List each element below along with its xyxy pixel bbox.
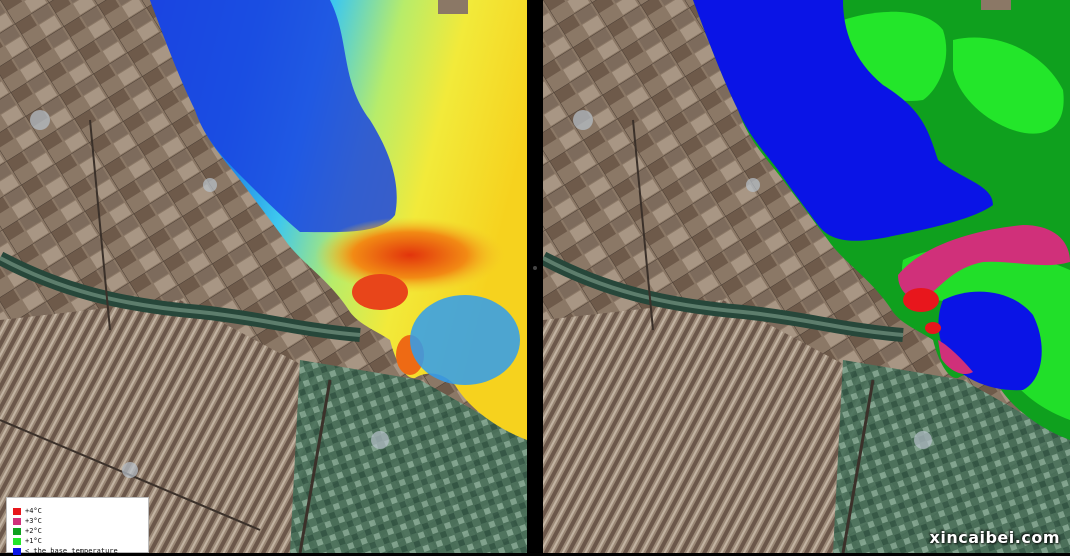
legend-box: +4°C +3°C +2°C +1°C < the base temperatu… [6,497,149,556]
classified-map-panel [543,0,1070,553]
village [30,110,50,130]
striped-fields [543,300,873,553]
legend-item: +3°C [13,517,148,526]
temperature-class-map [543,0,1070,553]
swatch-plus2 [13,528,21,535]
legend-label-plus1: +1°C [25,537,42,545]
zone-below-base [693,0,993,241]
thermal-gradient-map [0,0,527,553]
watermark: xincaibei.com [929,528,1060,547]
panel-divider [527,0,543,553]
swatch-plus3 [13,518,21,525]
legend-item: +2°C [13,527,148,536]
vegetation-area [833,360,1070,553]
cool-water-patch [410,295,520,385]
map-legend: +4°C +3°C +2°C +1°C < the base temperatu… [6,497,690,556]
swatch-plus4 [13,508,21,515]
legend-label-below-base: < the base temperature [25,547,118,555]
zone-plus4 [903,288,939,312]
legend-label-plus3: +3°C [25,517,42,525]
legend-item: < the base temperature [13,547,148,556]
cold-water-zone [150,0,397,233]
legend-item: +4°C [13,507,148,516]
hot-discharge-zone [352,274,408,310]
thermal-map-panel [0,0,527,553]
village [203,178,217,192]
legend-item: +1°C [13,537,148,546]
striped-fields [0,300,330,553]
warm-discharge-zone [315,217,505,293]
village [371,431,389,449]
village [122,462,138,478]
legend-label-plus4: +4°C [25,507,42,515]
legend-label-plus2: +2°C [25,527,42,535]
zone-plus3 [898,225,1070,300]
swatch-below-base [13,548,21,555]
swatch-plus1 [13,538,21,545]
vegetation-area [290,360,527,553]
